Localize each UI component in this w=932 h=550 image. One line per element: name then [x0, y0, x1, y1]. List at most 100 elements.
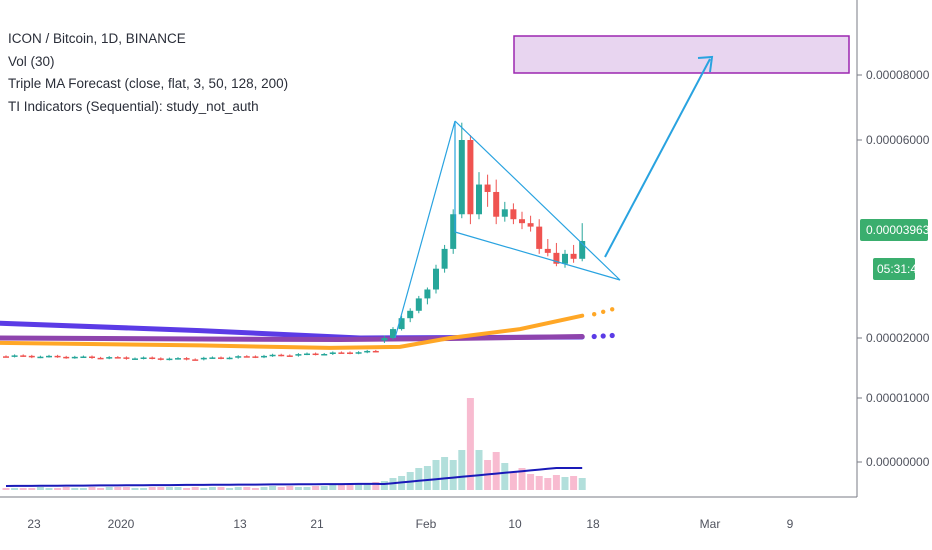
current-price-tag: 0.00003963 — [860, 219, 930, 241]
candlestick-series — [3, 122, 586, 361]
volume-bar — [131, 488, 139, 490]
countdown-label: 05:31:40 — [877, 262, 924, 276]
volume-bar — [28, 488, 36, 490]
candle-body — [321, 353, 328, 356]
legend-triple-ma[interactable]: Triple MA Forecast (close, flat, 3, 50, … — [8, 76, 289, 91]
volume-bar — [380, 481, 388, 490]
current-price-label: 0.00003963 — [866, 223, 930, 237]
ma-forecast-dot — [591, 333, 597, 340]
volume-bar — [294, 487, 302, 490]
volume-bar — [475, 450, 483, 490]
x-tick-label: 18 — [586, 517, 600, 531]
volume-bar — [157, 487, 165, 490]
candle-body — [46, 355, 52, 358]
candle-body — [304, 353, 310, 356]
volume-bar — [97, 488, 105, 490]
candle-body — [269, 354, 276, 357]
candle-body — [424, 289, 431, 299]
volume-bar — [260, 487, 268, 490]
candle-body — [312, 353, 319, 356]
candle-body — [501, 209, 508, 217]
volume-bar — [71, 488, 79, 490]
candle-body — [243, 356, 250, 358]
volume-bar — [114, 487, 122, 490]
candle-body — [390, 329, 396, 338]
volume-bar — [243, 487, 251, 490]
volume-bar — [165, 487, 173, 490]
candle-body — [80, 356, 87, 359]
price-axis[interactable]: 0.00008000 0.00006000 0.00002000 0.00001… — [857, 68, 930, 469]
candle-body — [166, 358, 173, 361]
candle-body — [458, 140, 465, 215]
moving-averages — [0, 307, 615, 350]
candle-body — [28, 355, 35, 358]
candle-body — [140, 357, 147, 359]
candle-body — [544, 248, 551, 253]
drawings[interactable] — [394, 35, 850, 339]
countdown-tag: 05:31:40 — [873, 258, 924, 280]
time-axis[interactable]: 23 2020 13 21 Feb 10 18 Mar 9 — [27, 517, 793, 531]
volume-bar — [269, 486, 277, 490]
volume-bar — [226, 488, 234, 490]
candle-body — [364, 350, 371, 353]
projection-arrow-line — [604, 58, 711, 258]
volume-bar — [346, 484, 354, 490]
candle-body — [338, 352, 345, 354]
y-tick-label: 0.00008000 — [866, 68, 930, 82]
volume-bar — [105, 487, 113, 490]
candle-body — [579, 240, 586, 259]
x-tick-label: 10 — [508, 517, 522, 531]
candle-body — [355, 352, 362, 354]
candle-body — [63, 356, 70, 359]
candle-body — [527, 223, 534, 227]
flag-pattern-line — [394, 120, 621, 339]
candle-body — [71, 356, 78, 359]
ma-forecast-dot — [601, 309, 606, 314]
candle-body — [553, 252, 560, 264]
candle-body — [226, 357, 233, 360]
candle-body — [132, 358, 138, 360]
x-tick-label: Mar — [700, 517, 721, 531]
volume-bar — [518, 468, 526, 490]
volume-bar — [11, 488, 19, 490]
x-tick-label: 13 — [233, 517, 247, 531]
volume-bar — [561, 477, 569, 490]
candle-body — [441, 248, 448, 269]
volume-bar — [251, 488, 259, 490]
candle-body — [218, 357, 224, 359]
symbol-title[interactable]: ICON / Bitcoin, 1D, BINANCE — [8, 31, 186, 46]
volume-bar — [54, 488, 62, 490]
candle-body — [54, 355, 61, 358]
candle-body — [519, 219, 525, 224]
candle-body — [536, 226, 543, 249]
legend-ti-indicators[interactable]: TI Indicators (Sequential): study_not_au… — [8, 98, 259, 114]
volume-bar — [191, 487, 199, 490]
volume-bar — [303, 487, 311, 490]
legend-vol[interactable]: Vol (30) — [8, 53, 55, 69]
candle-body — [484, 184, 491, 192]
candle-body — [20, 355, 27, 357]
candle-body — [37, 356, 44, 359]
volume-bar — [312, 486, 320, 490]
candle-body — [11, 355, 18, 357]
volume-ma-line — [5, 467, 583, 487]
volume-bar — [234, 487, 242, 490]
volume-bar — [200, 488, 208, 490]
volume-bar — [423, 466, 431, 490]
candle-body — [562, 253, 568, 264]
volume-bar — [183, 488, 191, 490]
volume-pane — [2, 398, 586, 490]
volume-bar — [286, 486, 294, 490]
volume-bar — [122, 487, 130, 490]
volume-bar — [277, 487, 285, 490]
y-tick-label: 0.00001000 — [866, 391, 930, 405]
volume-bar — [363, 483, 371, 490]
candle-body — [149, 357, 156, 359]
candle-body — [407, 310, 414, 319]
candle-body — [3, 356, 9, 358]
candle-body — [433, 268, 439, 290]
volume-bar — [492, 452, 500, 490]
ma-50-line — [0, 313, 585, 350]
candle-body — [476, 184, 482, 215]
